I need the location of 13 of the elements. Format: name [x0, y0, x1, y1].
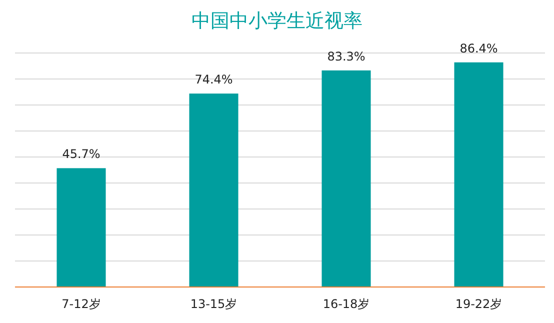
chart-title: 中国中小学生近视率: [192, 10, 362, 32]
data-label: 83.3%: [327, 49, 366, 64]
bar: [322, 70, 371, 287]
bar: [56, 168, 106, 287]
x-tick-label: 16-18岁: [322, 297, 370, 311]
x-tick-label: 13-15岁: [190, 297, 238, 311]
data-label: 74.4%: [194, 72, 233, 87]
bar: [454, 62, 504, 287]
data-label: 86.4%: [460, 41, 498, 56]
bar: [189, 94, 238, 287]
x-tick-label: 7-12岁: [62, 297, 101, 311]
data-label: 45.7%: [62, 147, 100, 162]
x-tick-label: 19-22岁: [455, 297, 502, 311]
